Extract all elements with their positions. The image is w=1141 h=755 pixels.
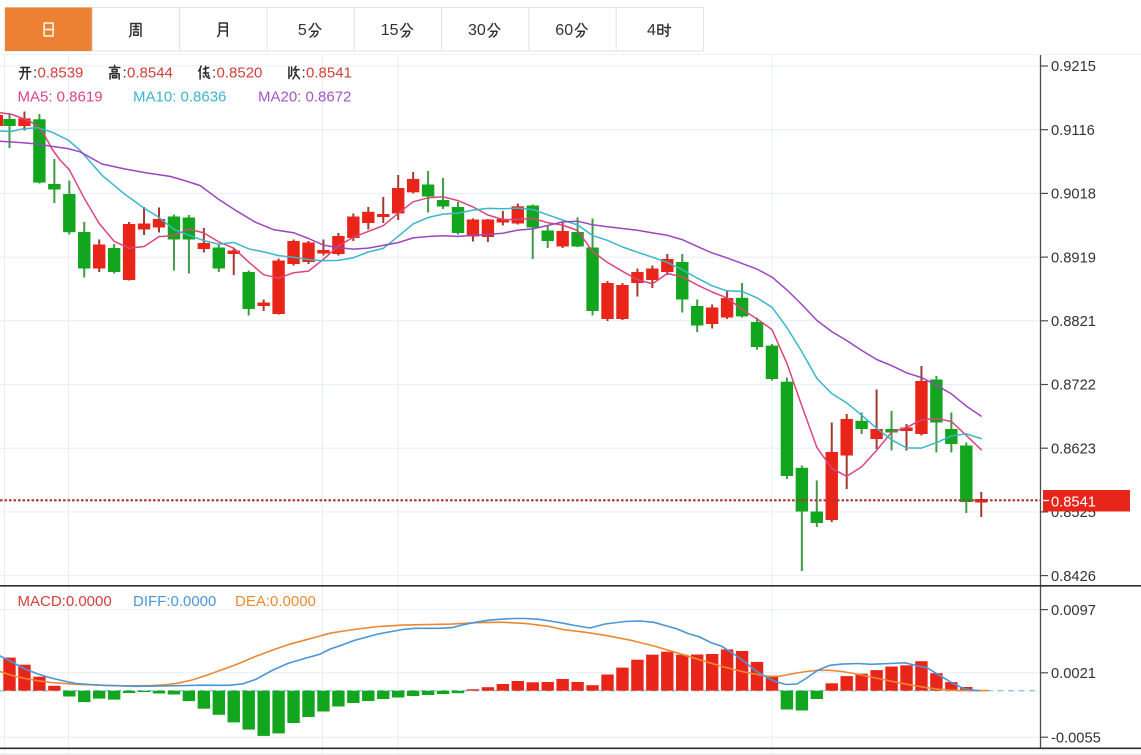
svg-text:0.8539: 0.8539 [38, 65, 84, 82]
svg-text::: : [302, 65, 306, 82]
svg-text:MA10: 0.8636: MA10: 0.8636 [133, 89, 226, 106]
svg-text:DEA:0.0000: DEA:0.0000 [235, 593, 316, 610]
svg-text:0.8919: 0.8919 [1051, 250, 1096, 266]
svg-text:0.9116: 0.9116 [1051, 123, 1095, 139]
svg-text::: : [212, 65, 216, 82]
svg-text:0.8623: 0.8623 [1051, 441, 1096, 457]
svg-text:0.0097: 0.0097 [1051, 603, 1096, 619]
svg-text:0.9018: 0.9018 [1051, 187, 1096, 203]
svg-text:0.8541: 0.8541 [1051, 495, 1096, 511]
svg-text:0.9215: 0.9215 [1051, 59, 1096, 75]
svg-text:5: 5 [298, 22, 307, 39]
svg-text:4: 4 [647, 22, 656, 39]
svg-text::: : [123, 65, 127, 82]
svg-text:0.0021: 0.0021 [1051, 666, 1096, 682]
svg-text:30: 30 [468, 22, 486, 39]
svg-text:MA5: 0.8619: MA5: 0.8619 [18, 89, 103, 106]
svg-text:0.8544: 0.8544 [127, 65, 173, 82]
svg-text:-0.0055: -0.0055 [1051, 730, 1101, 746]
svg-text:DIFF:0.0000: DIFF:0.0000 [133, 593, 216, 610]
svg-text:0.8426: 0.8426 [1051, 569, 1096, 585]
svg-text:15: 15 [381, 22, 399, 39]
svg-text:0.8821: 0.8821 [1051, 314, 1096, 330]
svg-text:60: 60 [555, 22, 573, 39]
svg-text:0.8520: 0.8520 [217, 65, 263, 82]
svg-text:0.8541: 0.8541 [306, 65, 352, 82]
svg-text:MA20: 0.8672: MA20: 0.8672 [258, 89, 351, 106]
svg-text:MACD:0.0000: MACD:0.0000 [18, 593, 112, 610]
svg-text::: : [33, 65, 37, 82]
svg-text:0.8722: 0.8722 [1051, 378, 1096, 394]
